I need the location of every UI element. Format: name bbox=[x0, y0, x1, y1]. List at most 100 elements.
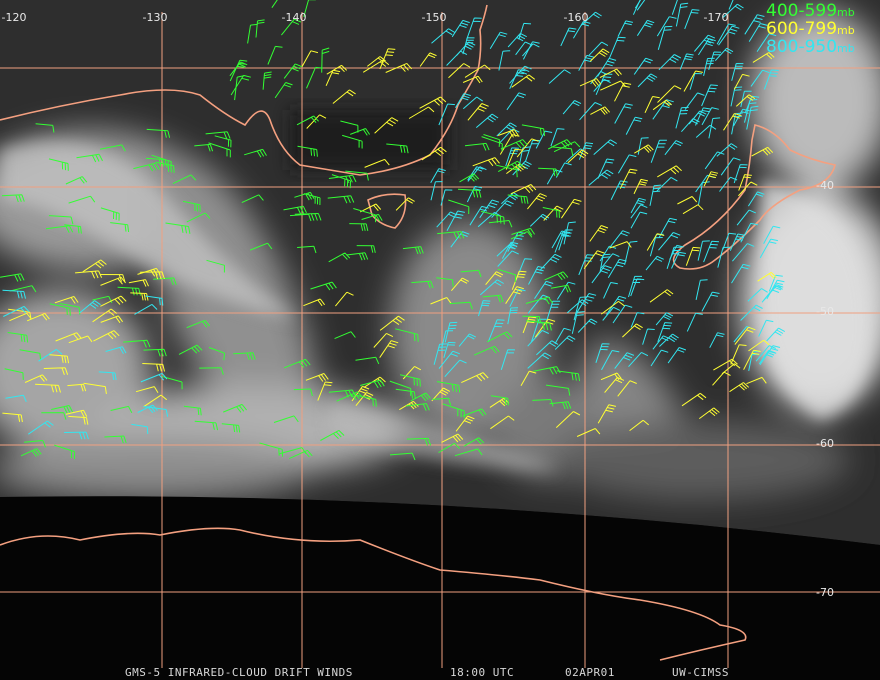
wind-barb bbox=[533, 366, 561, 375]
wind-barb bbox=[709, 332, 725, 348]
wind-barb bbox=[485, 271, 504, 286]
wind-barb bbox=[697, 38, 716, 56]
wind-barb bbox=[657, 322, 673, 342]
wind-barb bbox=[617, 154, 637, 174]
wind-barb bbox=[459, 173, 480, 183]
wind-barb bbox=[625, 116, 643, 135]
wind-barb bbox=[597, 404, 617, 424]
wind-barb bbox=[497, 160, 524, 173]
wind-barb bbox=[510, 184, 537, 195]
wind-barb bbox=[399, 374, 421, 387]
wind-barb bbox=[99, 274, 126, 282]
wind-barb bbox=[479, 199, 500, 219]
wind-barb bbox=[497, 129, 519, 138]
product-title: GMS-5 INFRARED-CLOUD DRIFT WINDS bbox=[125, 666, 353, 679]
legend-unit: mb bbox=[837, 6, 855, 19]
wind-barb bbox=[573, 296, 588, 321]
wind-barb bbox=[507, 231, 526, 252]
wind-barb bbox=[498, 50, 511, 71]
wind-barb bbox=[172, 174, 197, 185]
wind-barb bbox=[604, 376, 625, 393]
wind-barb bbox=[241, 194, 264, 204]
wind-barb bbox=[628, 275, 642, 298]
wind-barb bbox=[522, 316, 537, 334]
wind-barb bbox=[500, 349, 516, 370]
wind-barb bbox=[545, 384, 571, 396]
wind-barb bbox=[521, 124, 546, 137]
wind-barb bbox=[332, 89, 356, 104]
wind-barb bbox=[271, 0, 278, 8]
wind-barb bbox=[516, 138, 539, 158]
wind-barb bbox=[677, 196, 698, 205]
date: 02APR01 bbox=[565, 666, 615, 679]
wind-barb bbox=[499, 134, 520, 155]
wind-barb bbox=[360, 379, 385, 389]
wind-barb bbox=[19, 349, 42, 361]
wind-barb bbox=[310, 281, 337, 291]
wind-barb bbox=[684, 92, 705, 110]
wind-barb bbox=[522, 315, 542, 324]
wind-barb bbox=[630, 211, 648, 229]
wind-barb bbox=[165, 222, 191, 234]
wind-barb bbox=[194, 143, 214, 152]
wind-barb bbox=[645, 255, 664, 271]
wind-barb bbox=[636, 19, 655, 36]
wind-barb bbox=[385, 62, 413, 73]
wind-barb bbox=[64, 431, 89, 440]
wind-barb bbox=[509, 65, 532, 84]
wind-barb bbox=[522, 41, 540, 60]
wind-barb bbox=[729, 382, 750, 393]
wind-barb bbox=[336, 391, 363, 402]
wind-barb bbox=[644, 96, 660, 114]
wind-barb bbox=[440, 189, 453, 206]
wind-barb bbox=[507, 32, 527, 48]
wind-barb bbox=[722, 232, 737, 250]
wind-barb bbox=[294, 191, 315, 201]
wind-barb bbox=[281, 18, 302, 36]
latitude-label: -70 bbox=[816, 586, 834, 599]
wind-barb bbox=[697, 240, 710, 261]
wind-barb bbox=[395, 197, 415, 211]
wind-barb bbox=[496, 122, 517, 137]
wind-barb bbox=[444, 321, 458, 343]
wind-barb bbox=[714, 47, 734, 61]
wind-barb bbox=[123, 339, 151, 348]
wind-barb bbox=[748, 23, 768, 42]
wind-barb bbox=[441, 433, 464, 443]
wind-barb bbox=[560, 27, 577, 47]
wind-barb bbox=[0, 273, 25, 282]
wind-barb bbox=[438, 350, 460, 369]
wind-barb bbox=[356, 245, 376, 253]
legend-range: 400-599 bbox=[766, 1, 837, 21]
wind-barb bbox=[619, 168, 638, 189]
wind-barb bbox=[395, 328, 419, 342]
wind-barb bbox=[100, 144, 126, 152]
wind-barb bbox=[208, 142, 231, 158]
wind-barb bbox=[110, 222, 130, 233]
wind-barb bbox=[511, 74, 536, 88]
wind-barb bbox=[443, 341, 456, 358]
wind-barb bbox=[683, 70, 703, 92]
wind-barb bbox=[751, 146, 774, 157]
wind-barb bbox=[509, 288, 526, 307]
wind-barb bbox=[601, 300, 625, 315]
wind-barb bbox=[131, 423, 149, 435]
wind-barb bbox=[351, 385, 370, 402]
wind-barb bbox=[601, 350, 620, 371]
wind-barb bbox=[671, 251, 686, 269]
wind-barb bbox=[43, 367, 69, 375]
wind-barb bbox=[65, 176, 88, 185]
wind-barb bbox=[437, 231, 465, 240]
wind-barb bbox=[527, 352, 552, 369]
wind-barb bbox=[35, 123, 55, 133]
wind-barb bbox=[609, 241, 632, 249]
wind-barb bbox=[763, 285, 783, 301]
wind-barb bbox=[669, 244, 684, 260]
wind-barb bbox=[446, 210, 465, 231]
wind-barb bbox=[303, 0, 316, 18]
wind-barb bbox=[155, 161, 175, 173]
wind-barb bbox=[284, 358, 311, 369]
wind-barb bbox=[59, 302, 81, 315]
wind-barb bbox=[482, 294, 504, 303]
